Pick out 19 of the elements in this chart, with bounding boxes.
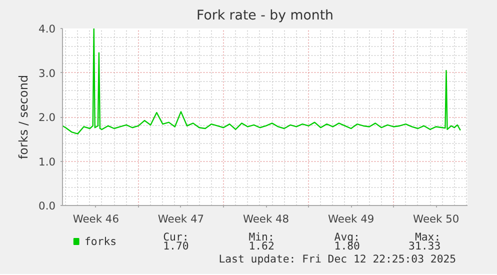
y-tick-label: 1.0 bbox=[38, 155, 56, 168]
x-tick-label: Week 49 bbox=[328, 212, 374, 226]
text: 1.62 bbox=[248, 240, 274, 252]
y-tick-label: 3.0 bbox=[38, 66, 56, 80]
text: 31.33 bbox=[408, 240, 441, 252]
line-series bbox=[62, 28, 462, 134]
legend-label: forks bbox=[84, 235, 117, 248]
y-tick-label: 4.0 bbox=[38, 22, 56, 36]
y-tick-label: 0.0 bbox=[38, 200, 56, 212]
text: Avg: bbox=[334, 230, 360, 244]
x-tick-label: Week 48 bbox=[242, 212, 290, 226]
x-tick-label: Week 46 bbox=[72, 212, 120, 226]
text: 1.70 bbox=[163, 240, 189, 252]
x-tick-label: Week 50 bbox=[413, 212, 460, 226]
x-tick-label: Week 47 bbox=[158, 212, 204, 226]
chart-title: Fork rate - by month bbox=[196, 8, 334, 24]
y-axis-title: forks / second bbox=[16, 74, 31, 160]
y-tick-label: 2.0 bbox=[38, 111, 56, 124]
text: Last update: Fri Dec 12 22:25:03 2025 bbox=[218, 252, 456, 266]
